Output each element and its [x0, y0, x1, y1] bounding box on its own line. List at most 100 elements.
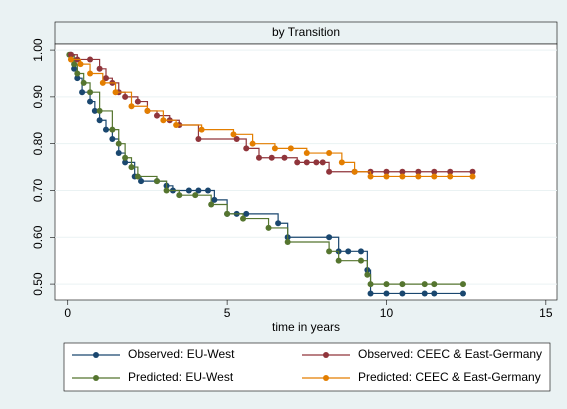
point	[122, 93, 129, 100]
x-axis-title: time in years	[272, 320, 340, 334]
point	[326, 248, 333, 255]
y-tick-label: 0.50	[31, 272, 45, 296]
point	[109, 136, 116, 143]
point	[204, 187, 211, 194]
legend-marker	[323, 352, 329, 358]
point	[74, 75, 81, 82]
legend-marker	[93, 375, 99, 381]
point	[357, 257, 364, 264]
point	[367, 281, 374, 288]
point	[176, 192, 183, 199]
legend-label: Observed: CEEC & East-Germany	[358, 347, 542, 361]
point	[240, 215, 247, 222]
legend-label: Observed: EU-West	[128, 347, 235, 361]
point	[383, 281, 390, 288]
point	[87, 70, 94, 77]
point	[303, 150, 310, 157]
point	[80, 79, 87, 86]
point	[67, 56, 74, 63]
point	[128, 164, 135, 171]
y-tick-label: 0.90	[31, 85, 45, 109]
point	[208, 201, 215, 208]
point	[79, 89, 86, 96]
point	[287, 145, 294, 152]
plot-area	[54, 43, 558, 301]
point	[399, 281, 406, 288]
point	[431, 290, 438, 297]
point	[91, 107, 98, 114]
point	[96, 65, 103, 72]
point	[255, 154, 262, 161]
point	[431, 173, 438, 180]
point	[265, 224, 272, 231]
point	[367, 173, 374, 180]
point	[185, 187, 192, 194]
legend-marker	[93, 352, 99, 358]
point	[128, 103, 135, 110]
legend	[63, 342, 551, 392]
point	[249, 140, 256, 147]
point	[447, 173, 454, 180]
x-tick-label: 15	[539, 306, 553, 320]
point	[357, 248, 364, 255]
point	[99, 79, 106, 86]
point	[275, 220, 282, 227]
point	[431, 168, 438, 175]
point	[163, 187, 170, 194]
point	[87, 56, 94, 63]
point	[399, 168, 406, 175]
point	[243, 145, 250, 152]
point	[134, 98, 141, 105]
point	[421, 290, 428, 297]
point	[211, 196, 218, 203]
point	[198, 126, 205, 133]
point	[112, 89, 119, 96]
chart-title: by Transition	[272, 25, 340, 39]
point	[459, 281, 466, 288]
point	[71, 65, 78, 72]
point	[230, 131, 237, 138]
point	[96, 107, 103, 114]
point	[303, 159, 310, 166]
point	[338, 159, 345, 166]
legend-marker	[323, 375, 329, 381]
point	[195, 187, 202, 194]
point	[153, 178, 160, 185]
point	[399, 173, 406, 180]
y-tick-label: 1.00	[31, 38, 45, 62]
point	[294, 159, 301, 166]
point	[122, 154, 129, 161]
point	[281, 154, 288, 161]
point	[96, 117, 103, 124]
x-tick-label: 5	[224, 306, 231, 320]
point	[415, 168, 422, 175]
point	[192, 192, 199, 199]
x-tick-label: 10	[380, 306, 394, 320]
point	[326, 168, 333, 175]
point	[431, 281, 438, 288]
point	[102, 126, 109, 133]
point	[459, 290, 466, 297]
point	[335, 257, 342, 264]
point	[383, 290, 390, 297]
point	[153, 112, 160, 119]
point	[351, 168, 358, 175]
legend-label: Predicted: CEEC & East-Germany	[358, 370, 541, 384]
point	[383, 168, 390, 175]
point	[364, 271, 371, 278]
legend-label: Predicted: EU-West	[128, 370, 234, 384]
x-tick-label: 0	[64, 306, 71, 320]
point	[469, 168, 476, 175]
point	[224, 210, 231, 217]
point	[345, 248, 352, 255]
point	[284, 238, 291, 245]
point	[271, 145, 278, 152]
y-tick-label: 0.60	[31, 225, 45, 249]
point	[67, 51, 74, 58]
y-tick-label: 0.80	[31, 132, 45, 156]
point	[160, 117, 167, 124]
point	[138, 178, 145, 185]
point	[447, 168, 454, 175]
series-line	[70, 54, 463, 295]
